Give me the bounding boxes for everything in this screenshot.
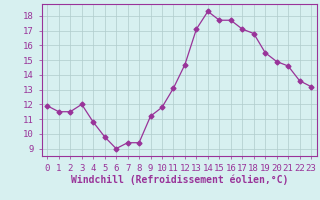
X-axis label: Windchill (Refroidissement éolien,°C): Windchill (Refroidissement éolien,°C) — [70, 174, 288, 185]
